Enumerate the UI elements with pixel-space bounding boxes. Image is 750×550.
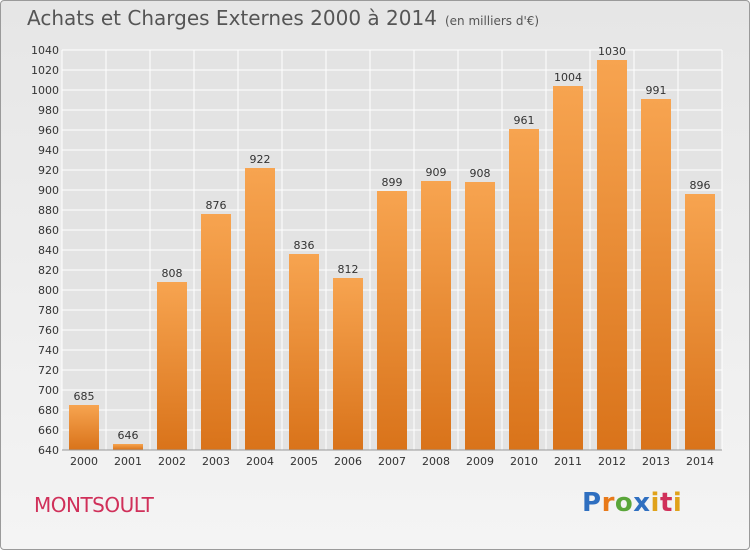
x-tick-label: 2002 [158, 455, 186, 468]
commune-name: MONTSOULT [34, 493, 154, 517]
logo-letter: i [672, 488, 683, 518]
y-tick-label: 680 [38, 404, 59, 417]
x-tick-label: 2008 [422, 455, 450, 468]
x-tick-label: 2014 [686, 455, 714, 468]
y-tick-label: 1020 [31, 64, 59, 77]
data-label: 836 [294, 239, 315, 252]
logo-letter: x [633, 488, 651, 518]
data-label: 646 [118, 429, 139, 442]
y-tick-label: 1000 [31, 84, 59, 97]
data-label: 961 [514, 114, 535, 127]
bar [333, 278, 363, 450]
logo-letter: o [614, 488, 634, 518]
data-label: 908 [470, 167, 491, 180]
logo-letter: r [601, 488, 615, 518]
y-tick-label: 940 [38, 144, 59, 157]
y-tick-label: 660 [38, 424, 59, 437]
x-tick-label: 2009 [466, 455, 494, 468]
data-label: 808 [162, 267, 183, 280]
y-tick-label: 980 [38, 104, 59, 117]
bar [641, 99, 671, 450]
y-tick-label: 760 [38, 324, 59, 337]
data-label: 922 [250, 153, 271, 166]
chart-title-text: Achats et Charges Externes 2000 à 2014 [27, 6, 437, 30]
bar [685, 194, 715, 450]
bar [289, 254, 319, 450]
x-tick-label: 2000 [70, 455, 98, 468]
logo-letter: t [659, 488, 673, 518]
bar [157, 282, 187, 450]
data-label: 991 [646, 84, 667, 97]
chart-title: Achats et Charges Externes 2000 à 2014 (e… [27, 6, 539, 30]
y-tick-label: 820 [38, 264, 59, 277]
proxiti-logo: Proxiti [582, 488, 682, 518]
data-label: 876 [206, 199, 227, 212]
bar [69, 405, 99, 450]
y-tick-label: 860 [38, 224, 59, 237]
data-label: 909 [426, 166, 447, 179]
data-label: 896 [690, 179, 711, 192]
bar [509, 129, 539, 450]
data-label: 1004 [554, 71, 582, 84]
bar [377, 191, 407, 450]
x-tick-label: 2010 [510, 455, 538, 468]
y-tick-label: 960 [38, 124, 59, 137]
y-tick-label: 900 [38, 184, 59, 197]
y-tick-label: 640 [38, 444, 59, 457]
y-tick-label: 880 [38, 204, 59, 217]
y-tick-label: 720 [38, 364, 59, 377]
x-tick-label: 2012 [598, 455, 626, 468]
logo-letter: i [650, 488, 660, 518]
x-tick-label: 2001 [114, 455, 142, 468]
data-label: 685 [74, 390, 95, 403]
x-tick-label: 2011 [554, 455, 582, 468]
data-label: 812 [338, 263, 359, 276]
bar [597, 60, 627, 450]
x-tick-label: 2007 [378, 455, 406, 468]
x-tick-label: 2003 [202, 455, 230, 468]
bar [245, 168, 275, 450]
data-label: 899 [382, 176, 403, 189]
y-tick-label: 740 [38, 344, 59, 357]
logo-letter: P [582, 488, 602, 518]
y-tick-label: 780 [38, 304, 59, 317]
data-label: 1030 [598, 45, 626, 58]
y-tick-label: 700 [38, 384, 59, 397]
x-tick-label: 2005 [290, 455, 318, 468]
bar [113, 444, 143, 450]
bar [201, 214, 231, 450]
bar [421, 181, 451, 450]
y-tick-label: 840 [38, 244, 59, 257]
x-tick-label: 2013 [642, 455, 670, 468]
y-tick-label: 800 [38, 284, 59, 297]
y-tick-label: 920 [38, 164, 59, 177]
x-tick-label: 2006 [334, 455, 362, 468]
bar [553, 86, 583, 450]
x-tick-label: 2004 [246, 455, 274, 468]
chart-unit-text: (en milliers d'€) [444, 14, 540, 28]
y-tick-label: 1040 [31, 44, 59, 57]
bar [465, 182, 495, 450]
